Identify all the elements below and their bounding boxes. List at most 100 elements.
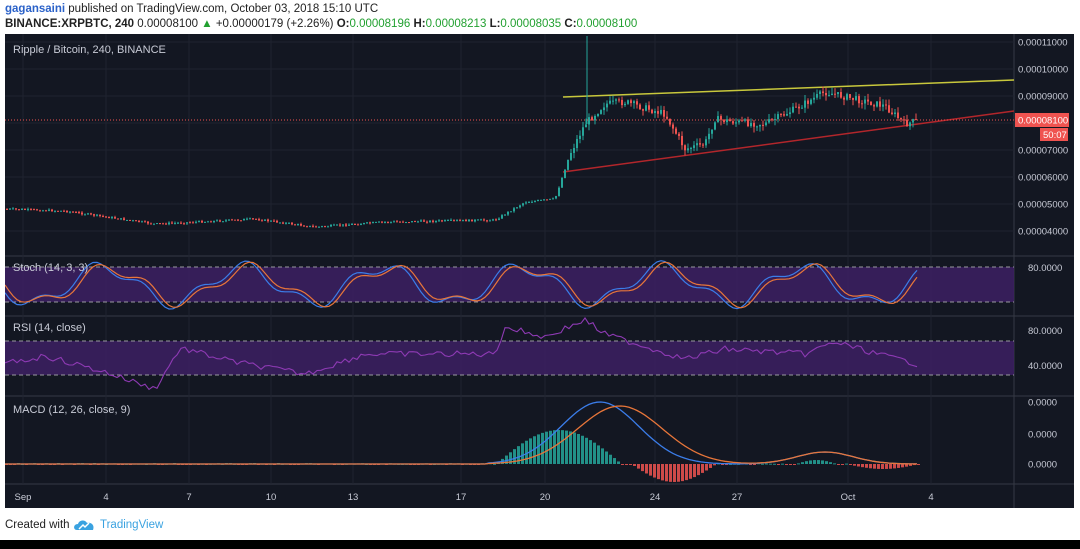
candle-body <box>816 94 818 98</box>
candle-body <box>858 96 860 104</box>
candle-body <box>207 221 209 223</box>
high-label: H: <box>413 18 426 30</box>
candle-body <box>126 219 128 221</box>
price-tick-label: 0.00004000 <box>1018 227 1068 238</box>
candle-body <box>549 198 551 200</box>
candle-body <box>741 120 743 122</box>
candle-body <box>747 119 749 127</box>
candle-body <box>594 116 596 121</box>
candle-body <box>219 220 221 222</box>
rsi-pane-title: RSI (14, close) <box>13 322 86 334</box>
candle-body <box>417 221 419 223</box>
candle-body <box>795 106 797 108</box>
candle-body <box>714 122 716 130</box>
price-tick-label: 0.00011000 <box>1018 38 1068 49</box>
candle-body <box>459 220 461 222</box>
candle-body <box>624 103 626 106</box>
candle-body <box>159 223 161 225</box>
candle-body <box>528 201 530 203</box>
candle-body <box>411 221 413 223</box>
candle-body <box>30 208 32 210</box>
stoch-tick-label: 80.0000 <box>1028 263 1062 274</box>
candle-body <box>693 145 695 148</box>
macd-histogram-bar <box>657 464 660 480</box>
candle-body <box>702 144 704 146</box>
author-link[interactable]: gagansaini <box>5 3 66 15</box>
candle-body <box>708 133 710 140</box>
macd-histogram-bar <box>825 461 828 464</box>
candle-body <box>585 124 587 128</box>
tradingview-logo-icon[interactable] <box>72 518 96 532</box>
candle-body <box>393 221 395 223</box>
candle-body <box>687 148 689 151</box>
macd-histogram-bar <box>661 464 664 481</box>
candle-body <box>36 209 38 211</box>
candle-body <box>276 220 278 223</box>
tradingview-link[interactable]: TradingView <box>100 519 164 531</box>
candle-body <box>669 118 671 125</box>
open-value: 0.00008196 <box>349 18 411 30</box>
macd-histogram-bar <box>821 460 824 464</box>
macd-histogram-bar <box>637 464 640 469</box>
macd-histogram-bar <box>901 464 904 468</box>
countdown-badge <box>1040 128 1068 141</box>
macd-histogram-bar <box>589 440 592 464</box>
candle-body <box>492 219 494 221</box>
candle-body <box>150 223 152 225</box>
candle-body <box>783 114 785 116</box>
candle-body <box>339 224 341 226</box>
macd-histogram-bar <box>553 430 556 464</box>
candle-body <box>468 219 470 222</box>
macd-pane-title: MACD (12, 26, close, 9) <box>13 404 131 416</box>
candle-body <box>750 122 752 127</box>
candle-body <box>840 92 842 98</box>
macd-histogram-bar <box>645 464 648 474</box>
candle-body <box>198 220 200 222</box>
macd-histogram-bar <box>613 458 616 464</box>
candle-body <box>450 219 452 221</box>
candle-body <box>915 119 917 121</box>
macd-histogram-bar <box>861 464 864 468</box>
candle-body <box>561 178 563 188</box>
macd-histogram-bar <box>609 454 612 464</box>
candle-body <box>186 222 188 224</box>
macd-histogram-bar <box>545 431 548 464</box>
candle-body <box>474 219 476 222</box>
macd-histogram-bar <box>841 464 844 465</box>
macd-histogram-bar <box>597 445 600 464</box>
candle-body <box>423 220 425 222</box>
macd-histogram-bar <box>573 432 576 464</box>
macd-histogram-bar <box>889 464 892 469</box>
candle-body <box>567 159 569 170</box>
chart-area[interactable]: 0.000110000.000100000.000090000.00008000… <box>5 34 1074 508</box>
chart-canvas[interactable]: 0.000110000.000100000.000090000.00008000… <box>5 34 1074 508</box>
candle-body <box>387 221 389 223</box>
candle-body <box>504 214 506 216</box>
candle-body <box>825 92 827 96</box>
candle-body <box>630 100 632 104</box>
time-tick-label: 24 <box>650 492 661 503</box>
candle-body <box>675 128 677 134</box>
candle-body <box>555 196 557 199</box>
macd-histogram-bar <box>513 449 516 464</box>
macd-histogram-bar <box>517 446 520 464</box>
candle-body <box>792 106 794 113</box>
candle-body <box>621 99 623 106</box>
lower-trendline <box>562 110 1015 173</box>
low-value: 0.00008035 <box>500 18 562 30</box>
candle-body <box>768 119 770 123</box>
candle-body <box>9 208 11 210</box>
macd-histogram-bar <box>813 460 816 464</box>
candle-body <box>105 216 107 218</box>
candle-body <box>906 119 908 127</box>
macd-histogram-bar <box>781 463 784 465</box>
candle-body <box>912 119 914 123</box>
macd-histogram-bar <box>697 464 700 476</box>
candle-body <box>558 187 560 197</box>
candle-body <box>171 222 173 224</box>
macd-histogram-bar <box>601 448 604 464</box>
candle-body <box>285 222 287 224</box>
candle-body <box>246 218 248 220</box>
candle-body <box>138 220 140 222</box>
macd-histogram-bar <box>521 443 524 464</box>
